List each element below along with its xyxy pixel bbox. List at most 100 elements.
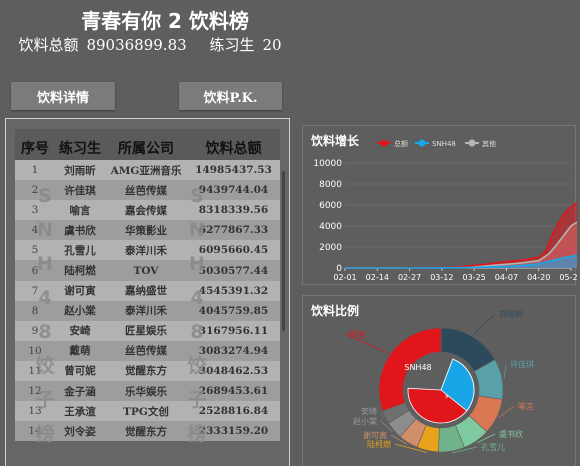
row-company: TPG文创 xyxy=(123,405,169,418)
table-row[interactable]: 8 赵小棠 泰洋川禾 4045759.85 xyxy=(15,300,280,321)
row-rank: 5 xyxy=(31,244,39,257)
watermark-char: S xyxy=(38,185,52,207)
summary-line: 饮料总额 89036899.83 练习生 20 xyxy=(0,34,300,55)
row-trainee: 金子涵 xyxy=(64,385,96,398)
table-row[interactable]: 6 陆柯燃 TOV 5030577.44 xyxy=(15,260,280,281)
watermark-char: 榜 xyxy=(187,423,207,445)
row-total: 5030577.44 xyxy=(198,264,269,277)
row-total: 6095660.45 xyxy=(198,244,269,257)
x-tick-label: 02-27 xyxy=(398,273,421,282)
x-tick-label: 04-07 xyxy=(495,273,518,282)
growth-chart-title: 饮料增长 xyxy=(311,134,360,148)
outer-slice-label: 谢可寅 xyxy=(363,430,387,440)
row-trainee: 谢可寅 xyxy=(64,285,96,298)
watermark-char: 8 xyxy=(190,321,204,343)
slice-leader xyxy=(380,410,384,419)
table-row[interactable]: 7 谢可寅 嘉纳盛世 4545391.32 xyxy=(15,280,280,301)
x-tick-label: 03-25 xyxy=(463,273,486,282)
row-total: 2528816.84 xyxy=(198,405,269,418)
row-rank: 3 xyxy=(31,204,39,217)
legend-label: SNH48 xyxy=(432,140,456,148)
y-tick-label: 4000 xyxy=(319,222,342,232)
col-total: 饮料总额 xyxy=(205,141,262,157)
outer-slice-label: 安崎 xyxy=(361,406,377,416)
row-company: AMG亚洲音乐 xyxy=(110,164,182,177)
outer-slice-label: 虞书欣 xyxy=(499,429,523,439)
row-trainee: 刘雨昕 xyxy=(64,164,96,177)
row-total: 2689453.61 xyxy=(198,385,269,398)
slice-leader xyxy=(473,313,496,335)
row-company: 匠星娱乐 xyxy=(125,325,167,338)
row-total: 3167956.11 xyxy=(198,324,269,337)
row-company: 觉醒东方 xyxy=(125,365,167,378)
table-row[interactable]: 11 曾可妮 觉醒东方 3048462.53 xyxy=(15,360,280,382)
table-row[interactable]: 4 虞书欣 华策影业 6277867.33 xyxy=(15,220,280,241)
watermark-char: 子 xyxy=(35,389,55,411)
table-row[interactable]: 9 安崎 匠星娱乐 3167956.11 xyxy=(15,320,280,341)
row-total: 6277867.33 xyxy=(198,224,269,237)
table-row[interactable]: 3 喻言 嘉会传媒 8318339.56 xyxy=(15,200,280,221)
watermark-char: S xyxy=(190,185,204,207)
inner-slice xyxy=(440,358,475,412)
watermark-char: H xyxy=(189,253,205,275)
x-tick-label: 02-14 xyxy=(366,273,389,282)
slice-leader xyxy=(498,405,515,418)
col-company: 所属公司 xyxy=(118,141,174,157)
row-rank: 8 xyxy=(31,304,39,317)
row-total: 4545391.32 xyxy=(198,284,269,297)
slice-leader xyxy=(477,433,496,443)
x-tick-label: 04-20 xyxy=(527,273,550,282)
table-scrollbar[interactable] xyxy=(282,171,285,331)
drink-pk-button[interactable]: 饮料P.K. xyxy=(179,82,282,110)
watermark-char: 子 xyxy=(187,389,207,411)
table-row[interactable]: 10 戴萌 丝芭传媒 3083274.94 xyxy=(15,340,280,361)
table-row[interactable]: 2 许佳琪 丝芭传媒 9439744.04 xyxy=(15,180,280,201)
table-row[interactable]: 5 孔雪儿 泰洋川禾 6095660.45 xyxy=(15,240,280,261)
outer-slice xyxy=(378,327,442,412)
row-company: 丝芭传媒 xyxy=(125,184,167,197)
table-row[interactable]: 12 金子涵 乐华娱乐 2689453.61 xyxy=(15,381,280,402)
watermark-char: N xyxy=(37,219,53,241)
slice-leader xyxy=(451,446,478,454)
row-trainee: 刘令姿 xyxy=(64,425,96,438)
watermark-char: 榜 xyxy=(35,423,55,445)
col-trainee: 练习生 xyxy=(59,141,101,157)
trainee-label: 练习生 xyxy=(209,36,255,54)
row-company: TOV xyxy=(133,264,159,277)
y-tick-label: 10000 xyxy=(313,159,342,169)
y-tick-label: 8000 xyxy=(319,180,342,190)
watermark-char: 饺 xyxy=(35,355,55,377)
table-row[interactable]: 13 王承渲 TPG文创 2528816.84 xyxy=(15,401,280,422)
legend-marker xyxy=(380,139,388,147)
line-snh48 xyxy=(345,254,577,269)
row-rank: 10 xyxy=(28,344,42,357)
row-company: 泰洋川禾 xyxy=(125,305,167,318)
growth-chart: 总额 SNH48 其他 0 2000 4000 6000 8000 10000 02-01 02-1… xyxy=(313,139,577,282)
watermark-char: 4 xyxy=(190,287,204,309)
row-total: 3083274.94 xyxy=(198,344,269,357)
drink-detail-button[interactable]: 饮料详情 xyxy=(11,82,115,110)
legend-marker xyxy=(468,139,476,147)
table-row[interactable]: 1 刘雨昕 AMG亚洲音乐 14985437.53 xyxy=(15,160,280,181)
row-rank: 9 xyxy=(31,324,39,337)
col-rank: 序号 xyxy=(21,141,49,157)
row-company: 泰洋川禾 xyxy=(125,244,167,257)
line-total xyxy=(345,201,577,269)
row-trainee: 许佳琪 xyxy=(64,184,96,197)
row-rank: 14 xyxy=(28,425,42,438)
outer-slice-label: 赵小棠 xyxy=(353,416,377,426)
watermark-char: 8 xyxy=(38,321,52,343)
row-trainee: 虞书欣 xyxy=(64,224,96,237)
watermark-char: H xyxy=(37,253,53,275)
outer-slice-label: 陆柯燃 xyxy=(367,439,391,449)
slice-leader xyxy=(380,420,393,432)
y-tick-label: 6000 xyxy=(319,201,342,211)
row-company: 丝芭传媒 xyxy=(125,345,167,358)
row-rank: 12 xyxy=(28,385,42,398)
total-value: 89036899.83 xyxy=(86,36,187,54)
outer-slice-label: 刘雨昕 xyxy=(499,309,523,319)
outer-slice-label: 其他 xyxy=(349,329,365,339)
ranking-table: 序号 练习生 所属公司 饮料总额 1 刘雨昕 AMG亚洲音乐 14985437.53 2… xyxy=(5,118,290,466)
table-row[interactable]: 14 刘令姿 觉醒东方 2333159.20 xyxy=(15,421,280,442)
